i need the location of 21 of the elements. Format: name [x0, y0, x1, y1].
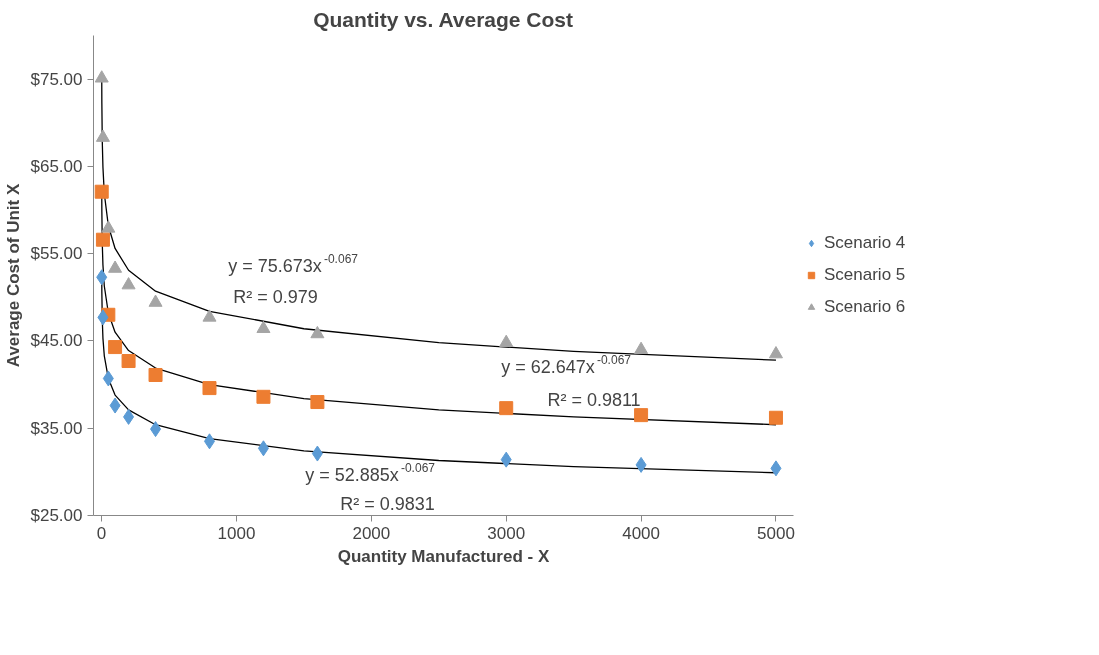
x-axis-title: Quantity Manufactured - X [337, 546, 550, 566]
x-tick-label: 1000 [217, 523, 256, 543]
y-tick-label: $75.00 [30, 69, 83, 89]
y-tick-label: $65.00 [30, 156, 83, 176]
x-tick-label: 0 [96, 523, 107, 543]
y-tick-label: $55.00 [30, 244, 83, 264]
legend-label: Scenario 5 [824, 265, 906, 285]
x-tick-label: 3000 [487, 523, 526, 543]
legend-label: Scenario 6 [824, 297, 906, 317]
annotation: R² = 0.979 [233, 287, 318, 308]
y-tick-label: $25.00 [30, 506, 83, 525]
y-tick-label: $45.00 [30, 331, 83, 351]
y-tick-label: $35.00 [30, 418, 83, 438]
legend-label: Scenario 4 [824, 233, 906, 253]
x-tick-label: 2000 [352, 523, 391, 543]
chart-title: Quantity vs. Average Cost [313, 7, 574, 31]
y-axis-title: Average Cost of Unit X [3, 183, 23, 368]
annotation: R² = 0.9811 [547, 390, 641, 411]
x-tick-label: 5000 [757, 523, 795, 543]
annotation: R² = 0.9831 [340, 493, 435, 514]
x-tick-label: 4000 [622, 523, 661, 543]
